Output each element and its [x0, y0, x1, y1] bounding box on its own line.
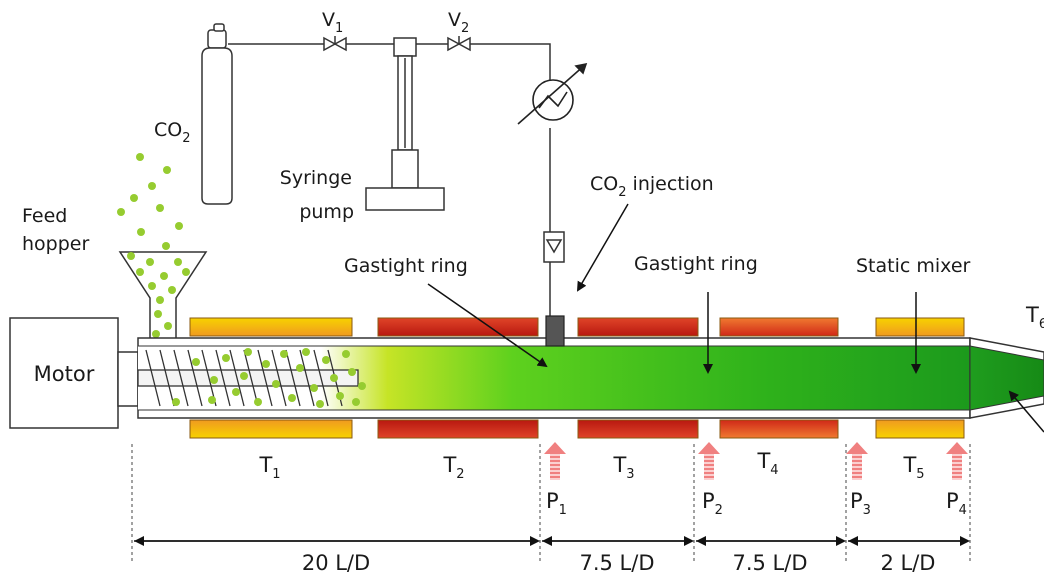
- zone-label: T6: [1025, 303, 1044, 332]
- feed-hopper-label: Feed hopper: [22, 205, 89, 255]
- heat-exchanger-icon: [517, 62, 588, 125]
- co2-cylinder: [201, 23, 233, 205]
- co2-cylinder-label: CO2: [154, 119, 191, 146]
- gastight-ring-1-arrow: [427, 283, 548, 368]
- pressure-label: P3: [850, 489, 871, 518]
- syringe-pump-label: Syringe pump: [280, 167, 358, 223]
- gastight-ring-1-label: Gastight ring: [344, 255, 468, 277]
- check-valve-icon: [543, 231, 565, 263]
- injection-port: [545, 315, 565, 347]
- hopper-pellets: [117, 153, 190, 338]
- valve-v2-label: V2: [448, 9, 469, 36]
- length-label: 20 L/D: [302, 551, 370, 575]
- die-arrow: [1008, 390, 1044, 433]
- static-mixer-label: Static mixer: [856, 255, 971, 277]
- gastight-ring-2-label: Gastight ring: [634, 253, 758, 275]
- pressure-label: P2: [702, 489, 723, 518]
- die: [969, 337, 1044, 419]
- pressure-sensor-arrow: [946, 442, 968, 480]
- pressure-sensor-arrow: [698, 442, 720, 480]
- zone-label: T1: [258, 453, 280, 482]
- length-label: 7.5 L/D: [732, 551, 807, 575]
- co2-injection-label: CO2 injection: [590, 173, 714, 200]
- length-label: 7.5 L/D: [579, 551, 654, 575]
- extruder-screw: [137, 349, 359, 407]
- pressure-sensor-arrow: [544, 442, 566, 480]
- valve-v1-label: V1: [322, 9, 343, 36]
- extruder-barrel: [137, 337, 971, 419]
- pressure-label: P4: [946, 489, 967, 518]
- barrel-pellets: [172, 348, 366, 408]
- syringe-pump: [365, 37, 445, 211]
- zone-labels: T1 T2 T3 T4 T5 T6: [258, 303, 1044, 482]
- motor-coupling: [117, 351, 139, 407]
- co2-injection-arrow: [576, 203, 629, 292]
- valve-v1-icon: [323, 36, 347, 52]
- length-labels: 20 L/D 7.5 L/D 7.5 L/D 2 L/D: [302, 551, 936, 575]
- motor-label: Motor: [34, 362, 95, 386]
- length-label: 2 L/D: [881, 551, 936, 575]
- pressure-sensor-arrow: [846, 442, 868, 480]
- pressure-sensors: P1 P2 P3 P4: [544, 442, 968, 518]
- dimension-guides: [131, 444, 971, 562]
- valve-v2-icon: [447, 36, 471, 52]
- heater-bands-bottom: [189, 419, 965, 439]
- zone-label: T3: [612, 453, 634, 482]
- zone-label: T2: [442, 453, 464, 482]
- zone-label: T4: [756, 449, 778, 478]
- heater-bands-top: [189, 317, 965, 337]
- zone-label: T5: [902, 453, 924, 482]
- motor-box: [9, 317, 119, 429]
- pressure-label: P1: [546, 489, 567, 518]
